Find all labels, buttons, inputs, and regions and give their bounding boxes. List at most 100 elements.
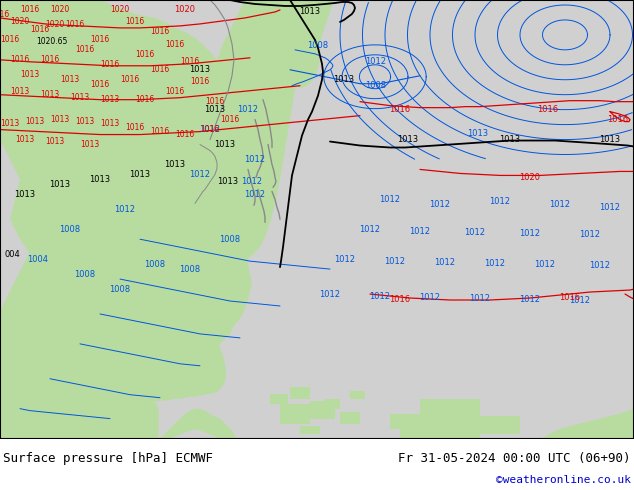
Text: 1016: 1016 — [559, 293, 581, 301]
Text: 1020: 1020 — [519, 173, 541, 182]
Text: 1008: 1008 — [179, 265, 200, 273]
Text: 1012: 1012 — [115, 205, 136, 214]
Text: 1012: 1012 — [335, 255, 356, 264]
Text: 1016: 1016 — [41, 55, 60, 64]
Text: 1013: 1013 — [100, 119, 120, 128]
Text: 1016: 1016 — [91, 80, 110, 89]
Polygon shape — [350, 391, 365, 399]
Text: 1012: 1012 — [534, 260, 555, 269]
Text: 1016: 1016 — [389, 294, 411, 303]
Text: 1013: 1013 — [46, 137, 65, 146]
Text: 1013: 1013 — [333, 75, 354, 84]
Text: 1013: 1013 — [20, 70, 39, 79]
Text: 1013: 1013 — [164, 160, 186, 169]
Text: 1012: 1012 — [484, 259, 505, 268]
Text: 1013: 1013 — [75, 117, 94, 126]
Text: 1016: 1016 — [126, 123, 145, 132]
Text: 1008: 1008 — [365, 81, 387, 90]
Text: 1016: 1016 — [75, 46, 94, 54]
Polygon shape — [270, 393, 288, 404]
Text: 1013: 1013 — [500, 135, 521, 144]
Text: 1016: 1016 — [65, 21, 84, 29]
Text: 1012: 1012 — [370, 292, 391, 300]
Text: 1012: 1012 — [465, 228, 486, 237]
Text: 1013: 1013 — [70, 93, 89, 102]
Text: 1016: 1016 — [538, 105, 559, 114]
Text: 1008: 1008 — [307, 41, 328, 50]
Text: 1016: 1016 — [607, 115, 628, 124]
Text: 1012: 1012 — [434, 258, 455, 267]
Text: 1012: 1012 — [384, 257, 406, 266]
Polygon shape — [290, 387, 310, 399]
Text: 1020: 1020 — [50, 5, 70, 15]
Text: 1020: 1020 — [46, 21, 65, 29]
Text: 1013: 1013 — [599, 135, 621, 144]
Text: 1012: 1012 — [420, 293, 441, 301]
Polygon shape — [400, 414, 480, 439]
Text: 1008: 1008 — [145, 260, 165, 269]
Text: 1016: 1016 — [1, 35, 20, 45]
Text: 1016: 1016 — [100, 60, 120, 69]
Text: 1012: 1012 — [590, 261, 611, 270]
Text: 004: 004 — [4, 250, 20, 259]
Polygon shape — [480, 416, 520, 434]
Text: 1016: 1016 — [126, 18, 145, 26]
Text: 1016: 1016 — [181, 57, 200, 66]
Text: 1012: 1012 — [190, 170, 210, 179]
Text: 1016: 1016 — [221, 115, 240, 124]
Text: 1012: 1012 — [242, 177, 262, 186]
Text: 1016: 1016 — [0, 10, 10, 20]
Text: 1012: 1012 — [365, 57, 387, 66]
Polygon shape — [540, 409, 634, 439]
Text: 1012: 1012 — [245, 190, 266, 199]
Text: 1013: 1013 — [190, 65, 210, 74]
Text: 1012: 1012 — [200, 125, 221, 134]
Text: 1020: 1020 — [174, 5, 195, 15]
Polygon shape — [325, 399, 340, 409]
Text: 1013: 1013 — [214, 140, 236, 149]
Text: 1013: 1013 — [25, 117, 44, 126]
Text: Fr 31-05-2024 00:00 UTC (06+90): Fr 31-05-2024 00:00 UTC (06+90) — [398, 452, 631, 465]
Text: 1016: 1016 — [136, 95, 155, 104]
Polygon shape — [0, 0, 262, 384]
Text: 1013: 1013 — [1, 119, 20, 128]
Text: 1016: 1016 — [91, 35, 110, 45]
Text: 1016: 1016 — [10, 55, 30, 64]
Text: 1016: 1016 — [190, 77, 210, 86]
Text: 1012: 1012 — [569, 295, 590, 304]
Text: 1008: 1008 — [110, 285, 131, 294]
Text: 1013: 1013 — [50, 115, 70, 124]
Polygon shape — [340, 412, 360, 423]
Text: 1016: 1016 — [176, 130, 195, 139]
Polygon shape — [200, 0, 330, 259]
Text: 1012: 1012 — [380, 195, 401, 204]
Text: 1016: 1016 — [165, 87, 184, 96]
Text: Surface pressure [hPa] ECMWF: Surface pressure [hPa] ECMWF — [3, 452, 213, 465]
Text: 1016: 1016 — [150, 27, 170, 36]
Text: 1020: 1020 — [110, 5, 129, 15]
Text: 1012: 1012 — [579, 230, 600, 239]
Text: 1008: 1008 — [74, 270, 96, 279]
Text: 1013: 1013 — [217, 177, 238, 186]
Text: 1016: 1016 — [205, 97, 224, 106]
Text: 1012: 1012 — [410, 227, 430, 236]
Polygon shape — [160, 409, 236, 439]
Text: 1013: 1013 — [15, 135, 35, 144]
Text: 1016: 1016 — [389, 105, 411, 114]
Text: 1012: 1012 — [359, 225, 380, 234]
Polygon shape — [310, 401, 335, 418]
Text: 1004: 1004 — [27, 255, 48, 264]
Polygon shape — [50, 391, 158, 439]
Text: 1013: 1013 — [398, 135, 418, 144]
Text: 1012: 1012 — [470, 294, 491, 302]
Text: 1013: 1013 — [15, 190, 36, 199]
Text: 1012: 1012 — [238, 105, 259, 114]
Text: 1016: 1016 — [165, 40, 184, 49]
Text: 1013: 1013 — [299, 7, 321, 17]
Text: 1013: 1013 — [467, 129, 489, 138]
Text: 1012: 1012 — [429, 200, 451, 209]
Text: 1016: 1016 — [200, 125, 219, 134]
Text: 1012: 1012 — [489, 197, 510, 206]
Text: 1008: 1008 — [60, 225, 81, 234]
Text: 1012: 1012 — [519, 229, 541, 238]
